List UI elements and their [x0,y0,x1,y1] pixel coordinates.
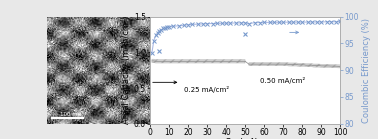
X-axis label: Cycle No.: Cycle No. [225,138,265,139]
Text: 0.50 mA/cm²: 0.50 mA/cm² [260,77,305,84]
Text: 100 nm: 100 nm [60,112,81,117]
Y-axis label: Coulombic Efficiency (%): Coulombic Efficiency (%) [362,18,371,123]
Text: 0.25 mA/cm²: 0.25 mA/cm² [184,86,229,93]
Y-axis label: Areal Capacity (mAh/cm²): Areal Capacity (mAh/cm²) [122,16,131,124]
